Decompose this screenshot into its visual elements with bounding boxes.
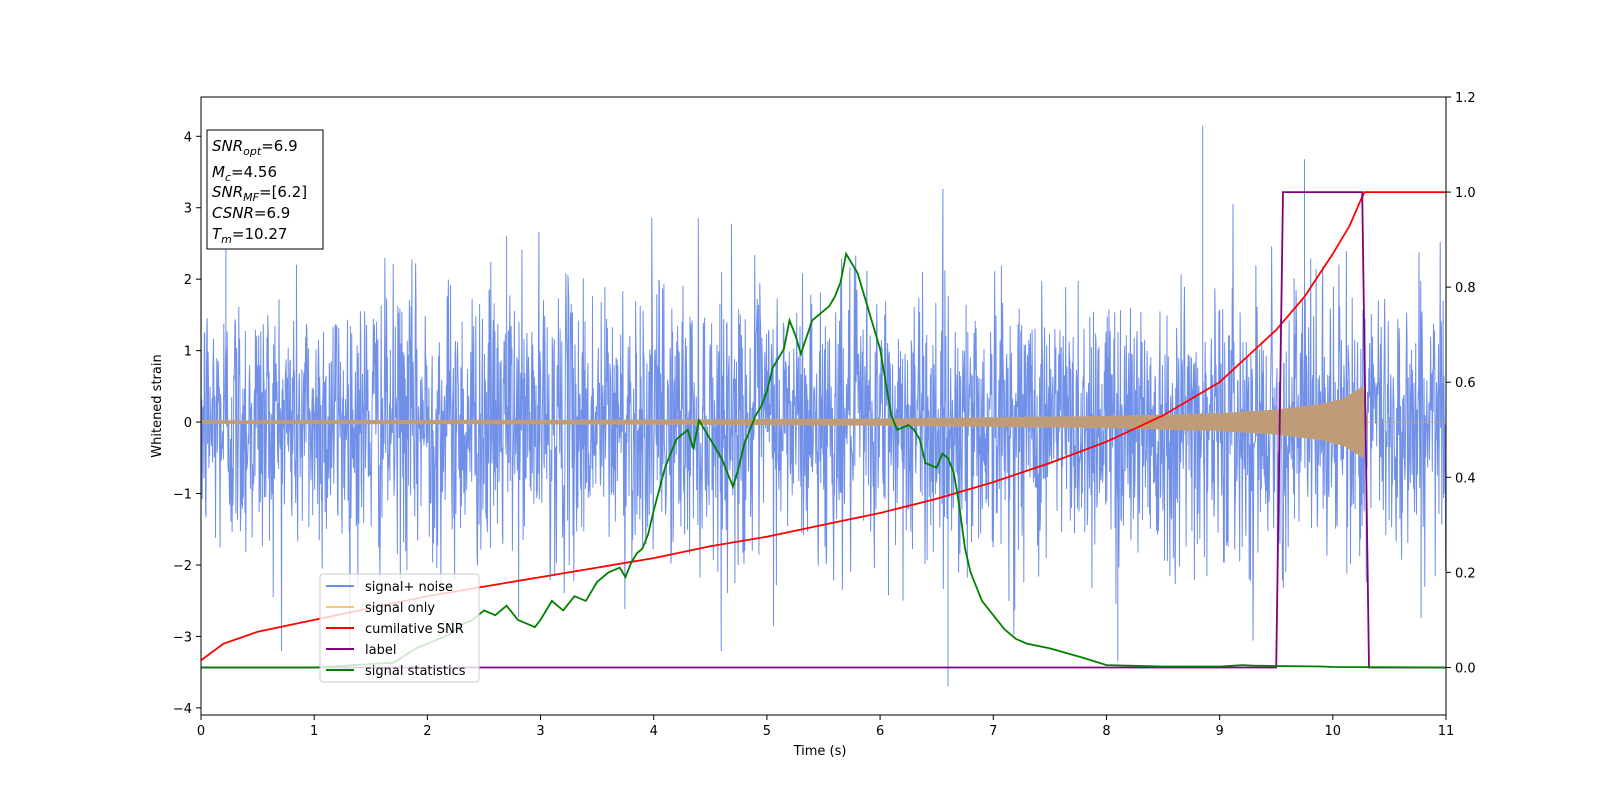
y-tick-label: −4 <box>173 702 192 717</box>
y-axis: −4 −3 −2 −1 0 1 2 3 4 <box>173 130 201 717</box>
y-axis-label: Whitened strain <box>150 354 165 457</box>
x-tick-label: 4 <box>650 724 658 739</box>
legend-label: signal+ noise <box>365 580 453 595</box>
x-tick-label: 6 <box>876 724 884 739</box>
x-tick-label: 2 <box>423 724 431 739</box>
plot-frame <box>200 96 1447 716</box>
y2-tick-label: 0.0 <box>1455 661 1476 676</box>
y2-tick-label: 0.4 <box>1455 471 1476 486</box>
legend: signal+ noise signal only cumilative SNR la… <box>319 573 480 683</box>
x-axis: 0 1 2 3 4 5 6 7 8 9 10 11 <box>197 715 1454 739</box>
y-tick-label: −1 <box>173 488 192 503</box>
y-tick-label: 2 <box>184 273 192 288</box>
annotation-mc: Mc=4.56 <box>212 163 277 184</box>
legend-label: cumilative SNR <box>365 622 464 637</box>
x-tick-label: 0 <box>197 724 205 739</box>
y2-tick-label: 1.2 <box>1455 91 1476 106</box>
legend-label: signal statistics <box>365 664 466 679</box>
x-tick-label: 10 <box>1325 724 1342 739</box>
x-tick-label: 3 <box>536 724 544 739</box>
x-tick-label: 9 <box>1215 724 1223 739</box>
y-tick-label: 0 <box>184 416 192 431</box>
y2-tick-label: 0.6 <box>1455 376 1476 391</box>
x-tick-label: 5 <box>763 724 771 739</box>
annotation-tm: Tm=10.27 <box>212 225 287 246</box>
annotation-snr-mf: SNRMF=[6.2] <box>212 183 307 204</box>
x-tick-label: 11 <box>1438 724 1455 739</box>
annotation-box: SNRopt=6.9 Mc=4.56 SNRMF=[6.2] CSNR=6.9 … <box>206 129 324 250</box>
annotation-csnr: CSNR=6.9 <box>212 204 290 222</box>
series-line-signal-noise <box>201 125 1446 687</box>
y2-tick-label: 0.2 <box>1455 566 1476 581</box>
y2-tick-label: 0.8 <box>1455 281 1476 296</box>
y2-axis: 0.0 0.2 0.4 0.6 0.8 1.0 1.2 <box>1446 91 1476 676</box>
y-tick-label: −2 <box>173 559 192 574</box>
y-tick-label: 3 <box>184 202 192 217</box>
series-line-signal-only <box>201 385 1446 459</box>
legend-label: signal only <box>365 601 435 616</box>
series-line-signal-statistics <box>201 251 1446 669</box>
annotation-snr-opt: SNRopt=6.9 <box>212 137 298 158</box>
x-axis-label: Time (s) <box>793 744 847 759</box>
y-tick-label: −3 <box>173 630 192 645</box>
x-tick-label: 7 <box>989 724 997 739</box>
x-tick-label: 8 <box>1102 724 1110 739</box>
y-tick-label: 4 <box>184 130 192 145</box>
legend-label: label <box>365 643 396 658</box>
y2-tick-label: 1.0 <box>1455 186 1476 201</box>
x-tick-label: 1 <box>310 724 318 739</box>
y-tick-label: 1 <box>184 345 192 360</box>
